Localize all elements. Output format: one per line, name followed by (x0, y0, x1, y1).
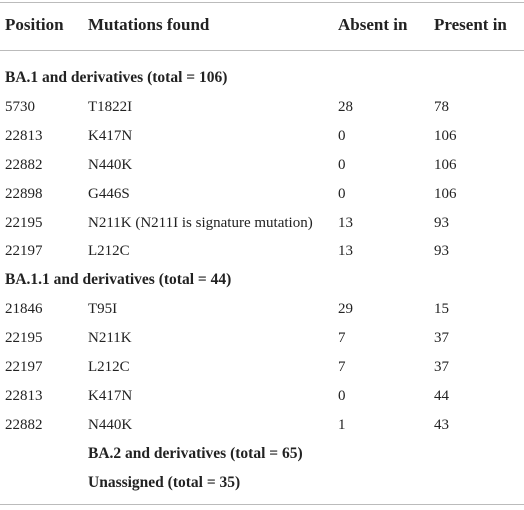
table-cell: 106 (434, 127, 457, 144)
table-cell: 22195 (5, 330, 43, 347)
table-cell: 37 (434, 359, 449, 375)
table-cell: 5730 (5, 98, 35, 115)
section-title: BA.1 and derivatives (total = 106) (5, 69, 228, 86)
table-cell: N440K (88, 416, 133, 433)
table-cell: 13 (338, 243, 353, 260)
table-cell: 0 (338, 185, 346, 202)
table-cell: 28 (338, 98, 353, 115)
column-header: Position (5, 15, 64, 34)
table-cell: 44 (434, 387, 449, 404)
table-cell: 37 (434, 330, 449, 347)
table-cell: 22197 (5, 243, 43, 260)
table-cell: N440K (88, 156, 133, 173)
column-header: Present in (434, 15, 507, 34)
table-cell: 1 (338, 416, 346, 433)
column-header: Absent in (338, 15, 408, 34)
table-cell: 22882 (5, 156, 43, 173)
table-cell: 22813 (5, 127, 43, 144)
table-cell: 7 (338, 330, 346, 347)
table-cell: L212C (88, 359, 130, 375)
table-cell: 22882 (5, 416, 43, 433)
table-cell: 0 (338, 387, 346, 404)
table-cell: 0 (338, 127, 346, 144)
table-cell: 78 (434, 98, 449, 115)
table-cell: K417N (88, 387, 133, 404)
table-cell: 93 (434, 243, 449, 260)
table-cell: K417N (88, 127, 133, 144)
table-cell: N211K (N211I is signature mutation) (88, 214, 313, 231)
table-cell: 13 (338, 214, 353, 231)
table-cell: 7 (338, 359, 346, 375)
table-cell: G446S (88, 185, 130, 202)
table-cell: 21846 (5, 301, 43, 318)
table-cell: 93 (434, 214, 449, 231)
table-cell: 22197 (5, 359, 43, 375)
table-cell: 22813 (5, 387, 43, 404)
table-cell: 106 (434, 156, 457, 173)
table-cell: 22195 (5, 214, 43, 231)
bottom-rule (0, 504, 524, 505)
table-cell: 106 (434, 185, 457, 202)
section-title: BA.1.1 and derivatives (total = 44) (5, 271, 232, 289)
table-cell: 22898 (5, 185, 43, 202)
section-title: BA.2 and derivatives (total = 65) (88, 444, 303, 462)
section-title: Unassigned (total = 35) (88, 473, 241, 491)
table-cell: 15 (434, 301, 449, 318)
table-cell: 29 (338, 301, 353, 318)
table-cell: N211K (88, 330, 132, 347)
table-cell: 43 (434, 416, 449, 433)
table-cell: T95I (88, 301, 118, 318)
table-cell: L212C (88, 243, 130, 260)
header-rule (0, 50, 524, 51)
column-header: Mutations found (88, 15, 210, 34)
top-rule (0, 2, 524, 3)
table-cell: T1822I (88, 98, 133, 115)
table-cell: 0 (338, 156, 346, 173)
